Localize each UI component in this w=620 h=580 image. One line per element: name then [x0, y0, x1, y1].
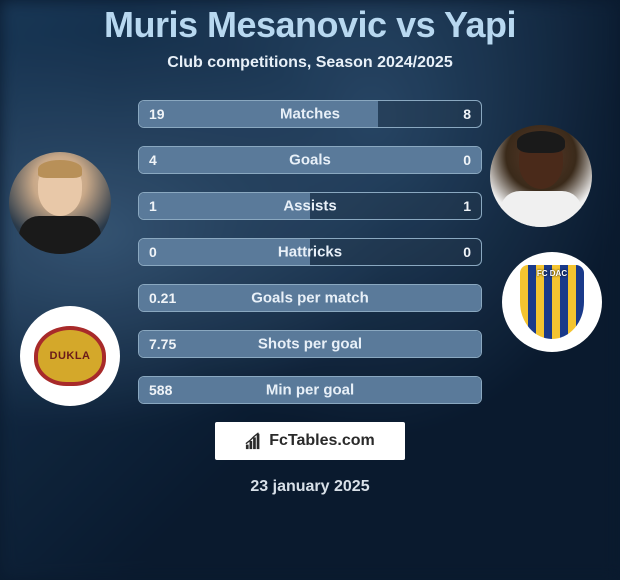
stat-row-goals-per-match: 0.21 Goals per match — [138, 284, 482, 312]
stat-right-value: 1 — [463, 198, 471, 214]
club-left-name: DUKLA — [50, 350, 91, 362]
page-title: Muris Mesanovic vs Yapi — [0, 4, 620, 46]
comparison-card: Muris Mesanovic vs Yapi Club competition… — [0, 0, 620, 580]
avatar-hair — [517, 131, 565, 153]
stat-left-value: 7.75 — [149, 336, 176, 352]
stat-left-value: 4 — [149, 152, 157, 168]
stats-list: 19 Matches 8 4 Goals 0 1 Assists 1 0 Hat… — [138, 100, 482, 404]
stat-left-value: 0 — [149, 244, 157, 260]
branding-text: FcTables.com — [269, 432, 375, 450]
stat-row-goals: 4 Goals 0 — [138, 146, 482, 174]
content-wrapper: Muris Mesanovic vs Yapi Club competition… — [0, 0, 620, 580]
avatar-jersey — [500, 191, 582, 227]
stat-row-shots-per-goal: 7.75 Shots per goal — [138, 330, 482, 358]
club-right-name: FC DAC — [537, 269, 567, 278]
stat-label: Shots per goal — [258, 336, 362, 353]
stat-left-value: 1 — [149, 198, 157, 214]
stat-right-value: 0 — [463, 152, 471, 168]
player-left-avatar — [9, 152, 111, 254]
dac-shield: FC DAC — [520, 265, 584, 339]
avatar-jersey — [19, 216, 101, 254]
stat-label: Hattricks — [278, 244, 342, 261]
date-label: 23 january 2025 — [0, 478, 620, 496]
club-right-badge: FC DAC — [502, 252, 602, 352]
stat-left-value: 19 — [149, 106, 165, 122]
stat-row-matches: 19 Matches 8 — [138, 100, 482, 128]
stat-fill — [139, 101, 378, 127]
stat-row-assists: 1 Assists 1 — [138, 192, 482, 220]
stat-label: Goals — [289, 152, 331, 169]
stat-label: Goals per match — [251, 290, 369, 307]
stat-right-value: 0 — [463, 244, 471, 260]
stat-left-value: 588 — [149, 382, 172, 398]
stat-row-min-per-goal: 588 Min per goal — [138, 376, 482, 404]
avatar-hair — [38, 160, 82, 178]
stat-right-value: 8 — [463, 106, 471, 122]
stat-label: Min per goal — [266, 382, 354, 399]
stat-left-value: 0.21 — [149, 290, 176, 306]
fctables-logo-icon — [245, 432, 263, 450]
stat-row-hattricks: 0 Hattricks 0 — [138, 238, 482, 266]
stat-label: Matches — [280, 106, 340, 123]
branding-box[interactable]: FcTables.com — [215, 422, 405, 460]
stat-label: Assists — [283, 198, 336, 215]
player-right-avatar — [490, 125, 592, 227]
page-subtitle: Club competitions, Season 2024/2025 — [0, 54, 620, 72]
club-left-badge: DUKLA — [20, 306, 120, 406]
dukla-shield: DUKLA — [34, 326, 106, 386]
